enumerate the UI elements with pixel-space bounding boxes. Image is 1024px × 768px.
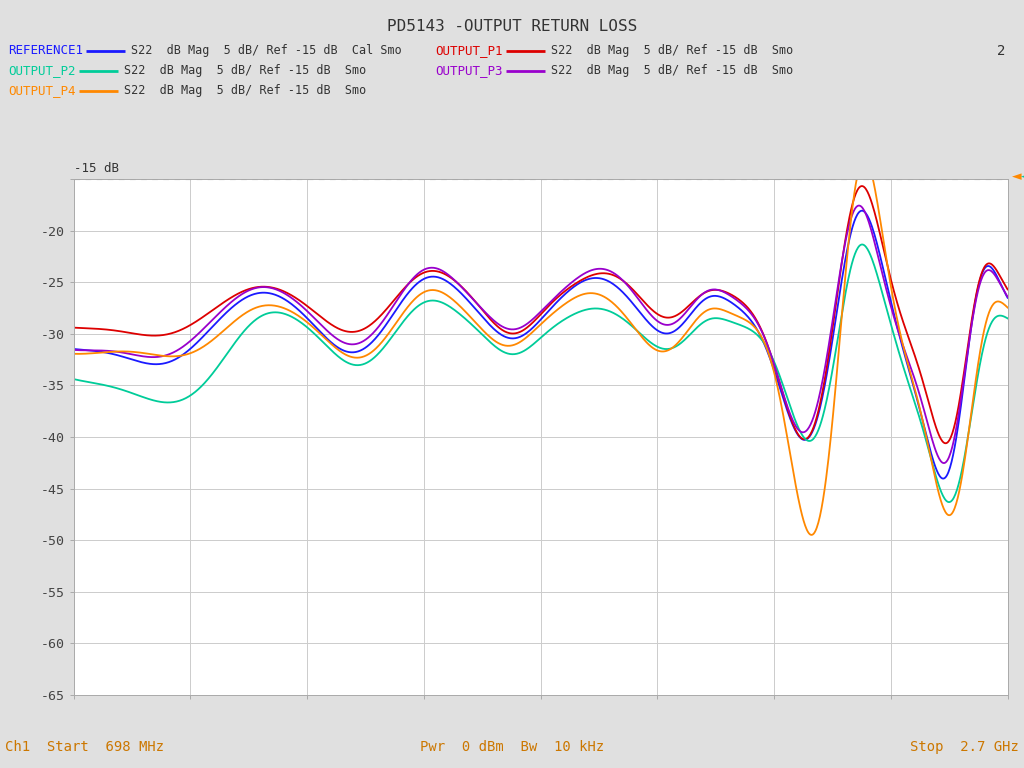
Text: PD5143 -OUTPUT RETURN LOSS: PD5143 -OUTPUT RETURN LOSS — [387, 19, 637, 35]
Text: ◄: ◄ — [1012, 170, 1021, 183]
Text: OUTPUT_P4: OUTPUT_P4 — [8, 84, 76, 97]
Text: OUTPUT_P1: OUTPUT_P1 — [435, 45, 503, 57]
Text: Ch1  Start  698 MHz: Ch1 Start 698 MHz — [5, 740, 164, 754]
Text: S22  dB Mag  5 dB/ Ref -15 dB  Cal Smo: S22 dB Mag 5 dB/ Ref -15 dB Cal Smo — [131, 45, 401, 57]
Text: Stop  2.7 GHz: Stop 2.7 GHz — [910, 740, 1019, 754]
Text: S22  dB Mag  5 dB/ Ref -15 dB  Smo: S22 dB Mag 5 dB/ Ref -15 dB Smo — [551, 45, 793, 57]
Text: REFERENCE1: REFERENCE1 — [8, 45, 83, 57]
Text: S22  dB Mag  5 dB/ Ref -15 dB  Smo: S22 dB Mag 5 dB/ Ref -15 dB Smo — [551, 65, 793, 77]
Text: Pwr  0 dBm  Bw  10 kHz: Pwr 0 dBm Bw 10 kHz — [420, 740, 604, 754]
Text: ◄: ◄ — [1021, 170, 1024, 183]
Text: S22  dB Mag  5 dB/ Ref -15 dB  Smo: S22 dB Mag 5 dB/ Ref -15 dB Smo — [124, 65, 366, 77]
Text: S22  dB Mag  5 dB/ Ref -15 dB  Smo: S22 dB Mag 5 dB/ Ref -15 dB Smo — [124, 84, 366, 97]
Text: -15 dB: -15 dB — [74, 162, 119, 175]
Text: OUTPUT_P3: OUTPUT_P3 — [435, 65, 503, 77]
Text: OUTPUT_P2: OUTPUT_P2 — [8, 65, 76, 77]
Text: 2: 2 — [997, 44, 1006, 58]
